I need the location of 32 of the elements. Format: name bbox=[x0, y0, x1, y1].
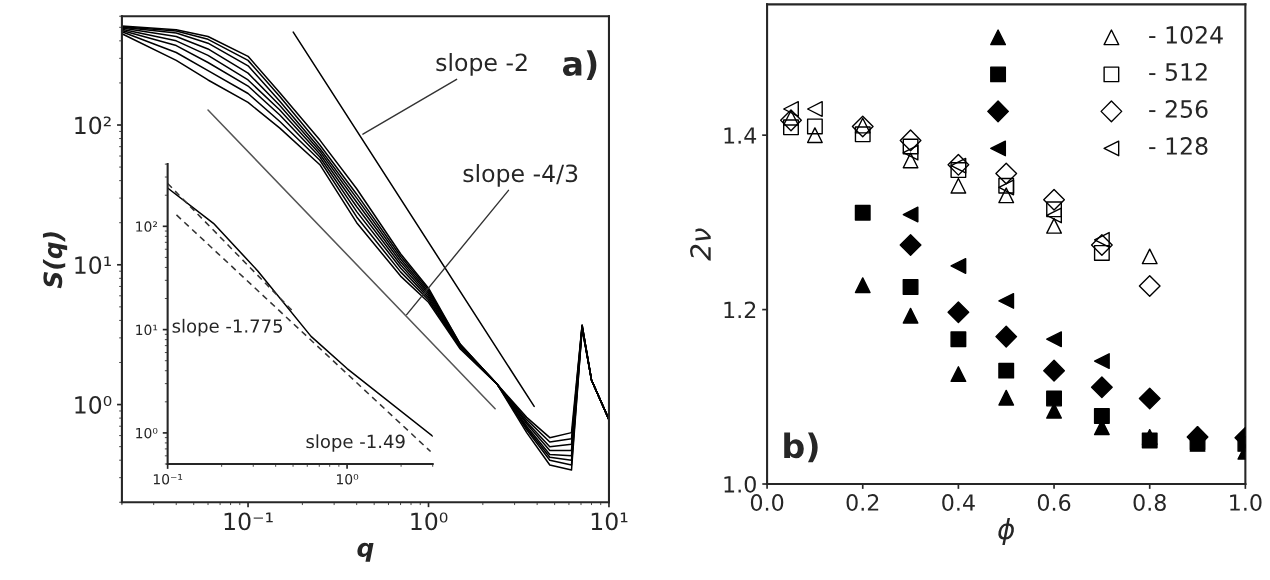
y-tick-label: 1.2 bbox=[724, 301, 756, 319]
y-tick-label: 10⁰ bbox=[136, 427, 158, 439]
x-tick-label: 0.2 bbox=[846, 494, 879, 511]
x-tick-label: 1.0 bbox=[1230, 494, 1262, 511]
x-tick-label: 10⁻¹ bbox=[224, 512, 273, 531]
y-axis-title: 2ν bbox=[690, 228, 711, 261]
x-tick-label: 10⁻¹ bbox=[153, 473, 183, 485]
legend-label: - 128 bbox=[1149, 137, 1208, 155]
y-tick-label: 1.4 bbox=[724, 127, 757, 144]
x-tick-label: 0.4 bbox=[942, 494, 975, 511]
y-tick-label: 10¹ bbox=[136, 324, 158, 336]
annotation: slope -1.775 bbox=[172, 318, 283, 337]
annotation: slope -1.49 bbox=[306, 434, 405, 452]
annotation: a) bbox=[562, 50, 597, 80]
y-tick-label: 10² bbox=[75, 116, 111, 135]
y-tick-label: 10⁰ bbox=[75, 396, 112, 414]
annotation: slope -4/3 bbox=[463, 164, 578, 187]
y-tick-label: 10² bbox=[136, 221, 158, 232]
y-tick-label: 10¹ bbox=[75, 256, 111, 275]
legend-label: - 1024 bbox=[1149, 26, 1223, 44]
x-axis-title: ϕ bbox=[998, 518, 1015, 545]
annotation: b) bbox=[784, 432, 818, 463]
y-axis-title: S(q) bbox=[42, 232, 68, 289]
x-axis-title: q bbox=[357, 542, 374, 562]
x-tick-label: 10¹ bbox=[591, 512, 628, 531]
legend-label: - 512 bbox=[1149, 63, 1207, 81]
x-tick-label: 0.0 bbox=[750, 494, 784, 511]
legend-label: - 256 bbox=[1149, 100, 1208, 118]
annotation: slope -2 bbox=[436, 52, 527, 76]
x-tick-label: 0.6 bbox=[1037, 494, 1071, 511]
x-tick-label: 10⁰ bbox=[411, 512, 448, 531]
x-tick-label: 0.8 bbox=[1133, 494, 1166, 511]
